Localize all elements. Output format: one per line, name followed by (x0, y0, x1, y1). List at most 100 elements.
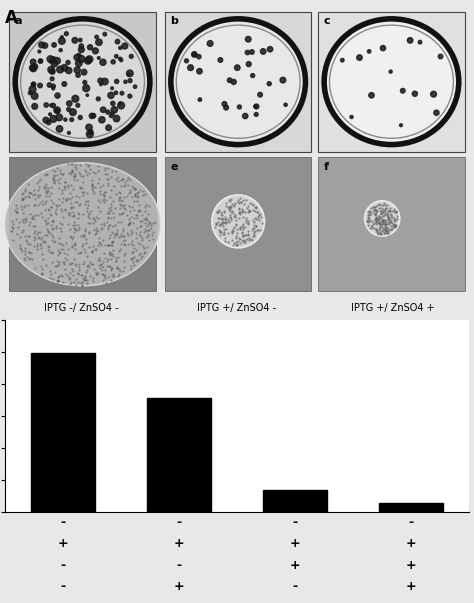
Point (70, 171, 78, 181)
Point (70, 210, 78, 219)
Point (78, 54, 85, 64)
Point (31, 101, 38, 111)
Point (375, 212, 383, 221)
Point (240, 212, 247, 222)
Point (32, 264, 39, 273)
Text: IPTG -/ ZnSO4 -: IPTG -/ ZnSO4 - (44, 303, 118, 313)
Point (228, 199, 236, 209)
Point (45, 242, 53, 252)
Point (375, 218, 383, 228)
Point (241, 222, 249, 232)
Bar (31, 353, 95, 512)
Point (239, 219, 246, 229)
Point (109, 250, 116, 259)
Point (116, 246, 123, 256)
Point (119, 232, 127, 241)
Point (236, 102, 243, 112)
Point (89, 182, 97, 192)
Point (42, 187, 49, 197)
Point (95, 233, 103, 243)
Point (101, 30, 109, 39)
Point (245, 219, 252, 229)
Point (383, 224, 391, 233)
Point (370, 203, 378, 212)
Point (113, 114, 120, 124)
Point (71, 238, 79, 248)
Point (37, 241, 45, 250)
Point (216, 226, 223, 236)
Point (356, 53, 363, 63)
Point (383, 226, 390, 235)
Point (100, 235, 107, 244)
Point (74, 248, 82, 257)
Point (144, 232, 151, 241)
Point (243, 234, 251, 244)
Point (28, 213, 36, 223)
Point (17, 201, 25, 211)
Point (29, 190, 37, 200)
Point (128, 227, 136, 236)
Point (86, 271, 94, 281)
Point (67, 181, 74, 191)
Point (47, 101, 55, 110)
Point (381, 200, 388, 210)
Point (249, 200, 257, 210)
Point (20, 208, 27, 218)
Point (387, 67, 394, 77)
Point (100, 271, 108, 280)
Point (238, 206, 246, 216)
Point (74, 208, 82, 218)
Point (221, 217, 228, 227)
Point (386, 226, 393, 235)
Point (82, 268, 90, 277)
Point (379, 206, 386, 216)
Point (66, 279, 73, 289)
Point (387, 225, 395, 235)
Point (37, 56, 45, 66)
Point (245, 227, 252, 236)
Point (256, 209, 264, 218)
Point (376, 223, 383, 233)
Point (55, 276, 62, 286)
Point (246, 206, 253, 215)
Point (216, 219, 224, 229)
Point (85, 213, 92, 223)
Point (82, 168, 90, 177)
Point (95, 53, 102, 63)
Point (69, 185, 77, 194)
Point (144, 209, 152, 219)
Point (373, 212, 380, 222)
Point (124, 220, 132, 230)
Point (78, 270, 85, 280)
Point (133, 188, 140, 198)
Point (387, 215, 395, 225)
Point (44, 186, 51, 196)
Point (100, 275, 107, 285)
Point (109, 98, 117, 108)
Point (55, 178, 63, 188)
Point (214, 217, 222, 227)
Point (89, 185, 96, 194)
Point (391, 221, 399, 231)
Point (219, 221, 227, 230)
Point (374, 206, 381, 216)
Point (381, 205, 389, 215)
Point (23, 237, 31, 247)
Point (391, 221, 399, 231)
Point (377, 230, 385, 239)
Point (368, 224, 375, 233)
Point (88, 246, 95, 256)
Point (127, 229, 135, 239)
Point (36, 183, 43, 192)
Point (389, 224, 396, 233)
Point (224, 228, 232, 238)
Point (115, 194, 122, 203)
Point (31, 91, 38, 101)
Point (18, 204, 26, 214)
Point (374, 229, 382, 238)
Point (383, 200, 391, 209)
Point (124, 230, 132, 240)
Point (89, 218, 97, 228)
Point (86, 164, 94, 174)
Point (42, 115, 50, 125)
